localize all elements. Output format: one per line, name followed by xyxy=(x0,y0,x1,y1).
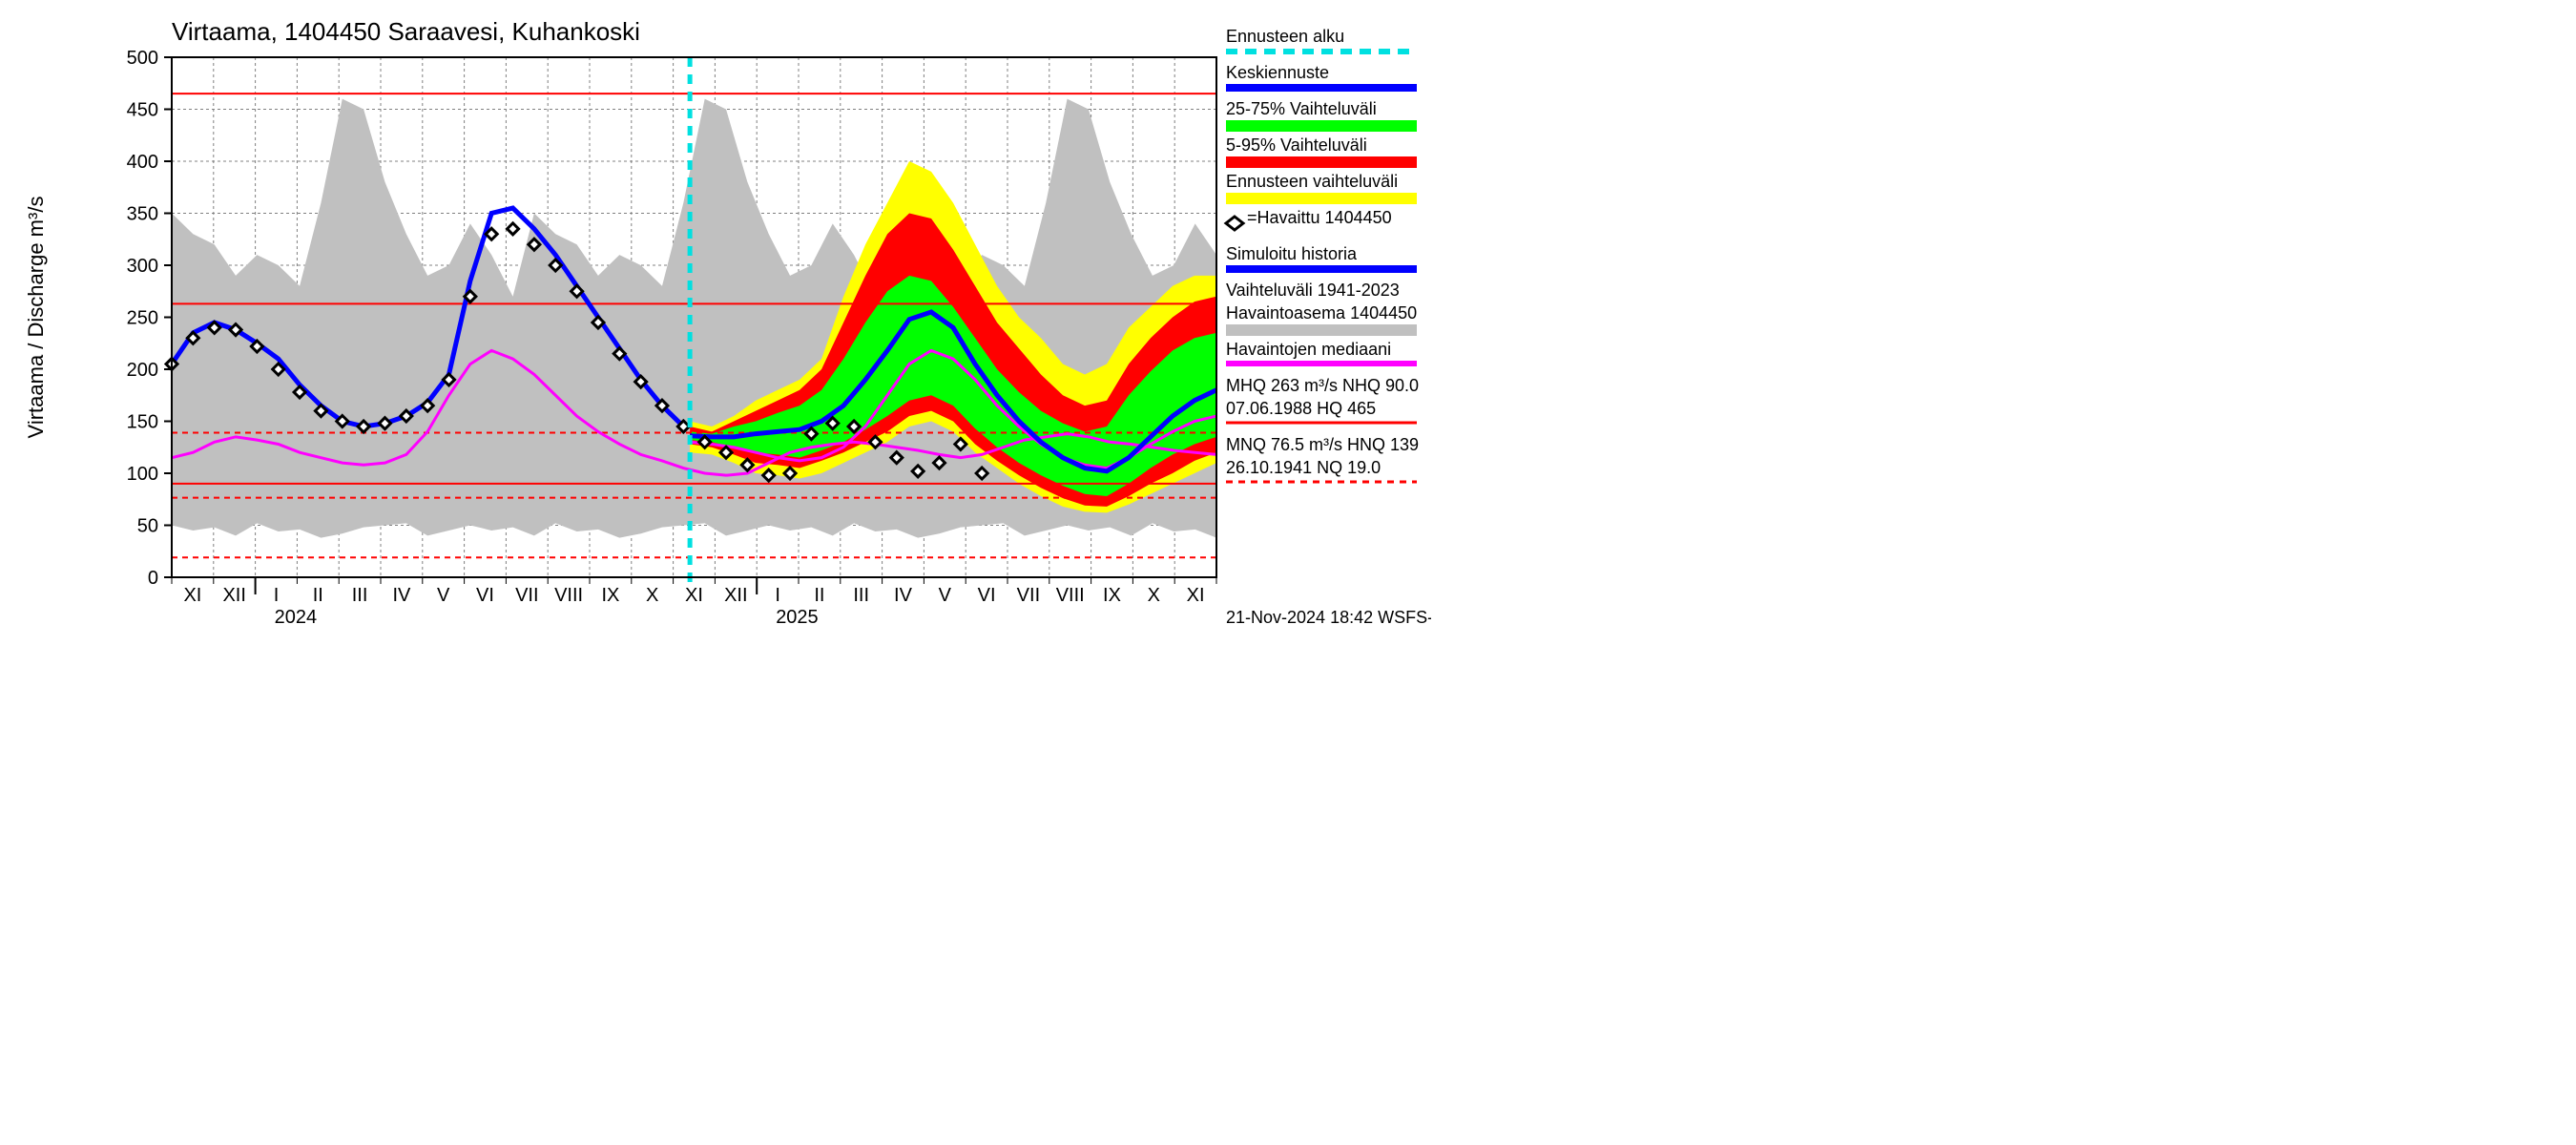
svg-text:50: 50 xyxy=(137,516,158,537)
svg-text:VI: VI xyxy=(476,585,494,606)
legend-label-mnq_2: 26.10.1941 NQ 19.0 xyxy=(1226,458,1381,477)
chart-legend: Ennusteen alku Keskiennuste 25-75% Vaihtel… xyxy=(1226,27,1419,482)
svg-text:400: 400 xyxy=(127,152,158,173)
svg-text:XI: XI xyxy=(685,585,703,606)
svg-text:VII: VII xyxy=(1017,585,1040,606)
svg-text:200: 200 xyxy=(127,360,158,381)
svg-text:VIII: VIII xyxy=(1056,585,1085,606)
discharge-chart: 050100150200250300350400450500XIXIIIIIII… xyxy=(0,0,1431,636)
legend-label-obs_median: Havaintojen mediaani xyxy=(1226,340,1391,359)
svg-text:300: 300 xyxy=(127,256,158,277)
svg-text:350: 350 xyxy=(127,204,158,225)
svg-text:V: V xyxy=(437,585,450,606)
svg-text:2025: 2025 xyxy=(776,607,819,628)
svg-text:250: 250 xyxy=(127,308,158,329)
svg-text:II: II xyxy=(313,585,323,606)
svg-text:2024: 2024 xyxy=(275,607,318,628)
svg-text:XII: XII xyxy=(724,585,747,606)
svg-text:II: II xyxy=(814,585,824,606)
legend-label-observed: =Havaittu 1404450 xyxy=(1247,208,1392,227)
chart-wrapper: 050100150200250300350400450500XIXIIIIIII… xyxy=(0,0,1431,636)
svg-text:III: III xyxy=(352,585,368,606)
svg-text:I: I xyxy=(274,585,280,606)
svg-text:150: 150 xyxy=(127,412,158,433)
svg-text:IX: IX xyxy=(601,585,619,606)
svg-text:XII: XII xyxy=(222,585,245,606)
legend-label-mhq_1: MHQ 263 m³/s NHQ 90.0 xyxy=(1226,376,1419,395)
legend-label-mhq_2: 07.06.1988 HQ 465 xyxy=(1226,399,1376,418)
svg-text:XI: XI xyxy=(183,585,201,606)
svg-text:0: 0 xyxy=(148,568,158,589)
svg-text:VIII: VIII xyxy=(554,585,583,606)
legend-label-band_25_75: 25-75% Vaihteluväli xyxy=(1226,99,1377,118)
svg-text:VI: VI xyxy=(978,585,996,606)
svg-text:IV: IV xyxy=(894,585,913,606)
svg-text:100: 100 xyxy=(127,464,158,485)
svg-text:X: X xyxy=(1148,585,1160,606)
legend-label-full_range: Ennusteen vaihteluväli xyxy=(1226,172,1398,191)
legend-label-mnq_1: MNQ 76.5 m³/s HNQ 139 xyxy=(1226,435,1419,454)
chart-footer: 21-Nov-2024 18:42 WSFS-O xyxy=(1226,608,1431,627)
legend-label-hist_range_1: Vaihteluväli 1941-2023 xyxy=(1226,281,1400,300)
svg-text:V: V xyxy=(939,585,952,606)
svg-text:VII: VII xyxy=(515,585,538,606)
legend-label-median_forecast: Keskiennuste xyxy=(1226,63,1329,82)
legend-label-forecast_start: Ennusteen alku xyxy=(1226,27,1344,46)
legend-label-hist_range_2: Havaintoasema 1404450 xyxy=(1226,303,1417,323)
svg-text:III: III xyxy=(853,585,869,606)
chart-title: Virtaama, 1404450 Saraavesi, Kuhankoski xyxy=(172,17,640,46)
legend-label-band_5_95: 5-95% Vaihteluväli xyxy=(1226,135,1367,155)
svg-text:X: X xyxy=(646,585,658,606)
y-axis-label: Virtaama / Discharge m³/s xyxy=(24,197,48,439)
svg-text:I: I xyxy=(775,585,780,606)
svg-text:450: 450 xyxy=(127,100,158,121)
svg-text:IX: IX xyxy=(1103,585,1121,606)
svg-text:IV: IV xyxy=(392,585,411,606)
svg-text:500: 500 xyxy=(127,48,158,69)
svg-text:XI: XI xyxy=(1187,585,1205,606)
legend-label-sim_history: Simuloitu historia xyxy=(1226,244,1358,263)
